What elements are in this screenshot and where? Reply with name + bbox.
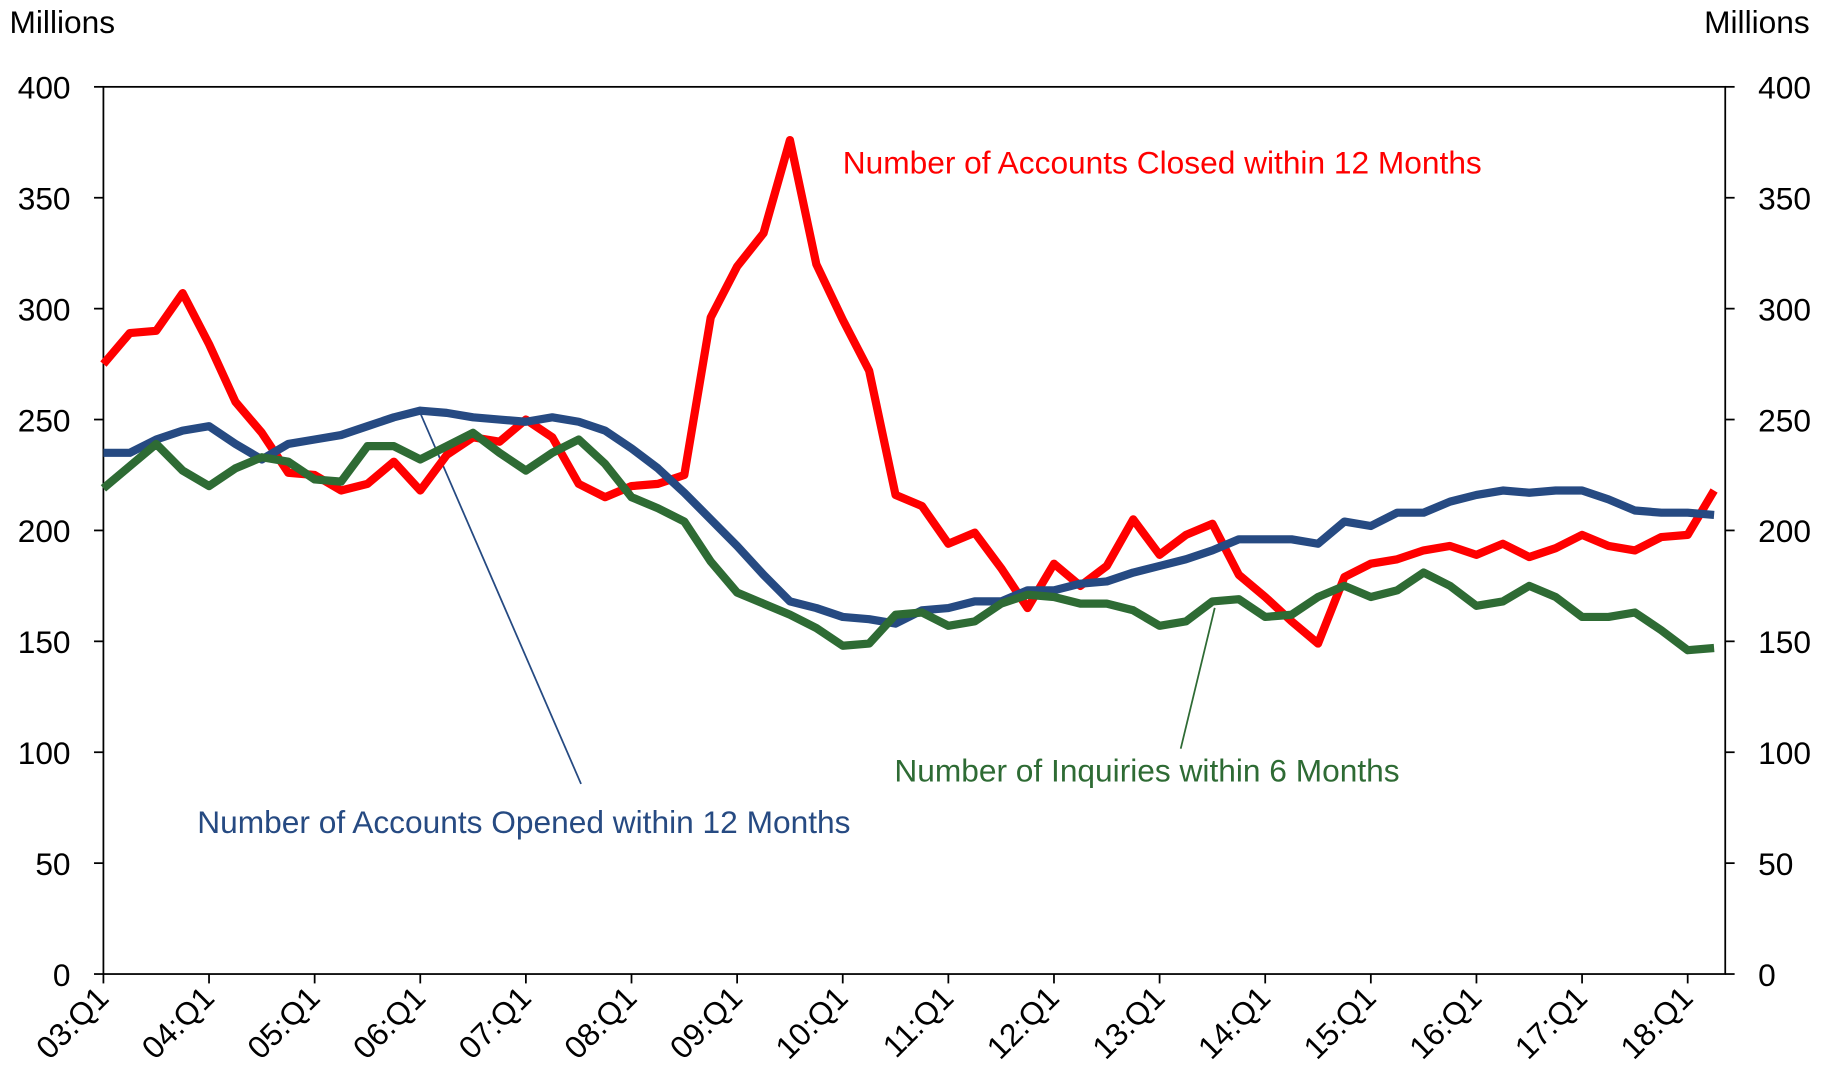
y-axis-label: Millions — [10, 4, 116, 40]
y2-tick-label: 100 — [1758, 735, 1811, 771]
y-tick-label: 100 — [18, 735, 71, 771]
series-line — [100, 428, 1715, 655]
y2-axis-label: Millions — [1704, 4, 1810, 40]
series-label: Number of Accounts Closed within 12 Mont… — [843, 145, 1482, 181]
y-tick-label: 250 — [18, 402, 71, 438]
plot-frame — [102, 85, 1727, 975]
x-tick-label: 03:Q1 — [29, 979, 115, 1065]
x-tick-label: 15:Q1 — [1296, 979, 1382, 1065]
x-tick-label: 18:Q1 — [1613, 979, 1699, 1065]
series-label: Number of Accounts Opened within 12 Mont… — [197, 804, 850, 840]
x-tick-label: 17:Q1 — [1508, 979, 1594, 1065]
y-tick-label: 50 — [35, 846, 70, 882]
x-tick-label: 14:Q1 — [1191, 979, 1277, 1065]
series-label: Number of Inquiries within 6 Months — [894, 753, 1399, 789]
x-tick-label: 16:Q1 — [1402, 979, 1488, 1065]
leader-line — [1179, 607, 1216, 749]
series-line — [103, 406, 1715, 628]
x-tick-label: 13:Q1 — [1085, 979, 1171, 1065]
y2-tick-label: 150 — [1758, 624, 1811, 660]
series-line — [100, 135, 1718, 648]
y2-tick-label: 400 — [1758, 70, 1811, 106]
y2-tick-label: 0 — [1758, 957, 1776, 993]
x-tick-label: 07:Q1 — [451, 979, 537, 1065]
y-tick-label: 300 — [18, 291, 71, 327]
x-tick-label: 09:Q1 — [663, 979, 749, 1065]
y2-tick-label: 300 — [1758, 291, 1811, 327]
x-tick-label: 08:Q1 — [557, 979, 643, 1065]
x-tick-label: 04:Q1 — [135, 979, 221, 1065]
y-tick-label: 150 — [18, 624, 71, 660]
y2-tick-label: 350 — [1758, 180, 1811, 216]
y2-tick-label: 250 — [1758, 402, 1811, 438]
x-tick-label: 05:Q1 — [240, 979, 326, 1065]
y2-tick-label: 200 — [1758, 513, 1811, 549]
y-tick-label: 400 — [18, 70, 71, 106]
leader-line — [419, 412, 582, 785]
x-tick-label: 10:Q1 — [768, 979, 854, 1065]
y-tick-label: 200 — [18, 513, 71, 549]
x-tick-label: 06:Q1 — [346, 979, 432, 1065]
y-tick-label: 0 — [53, 957, 71, 993]
x-tick-label: 11:Q1 — [876, 979, 961, 1064]
y2-tick-label: 50 — [1758, 846, 1793, 882]
y-tick-label: 350 — [18, 180, 71, 216]
x-tick-label: 12:Q1 — [980, 979, 1066, 1065]
